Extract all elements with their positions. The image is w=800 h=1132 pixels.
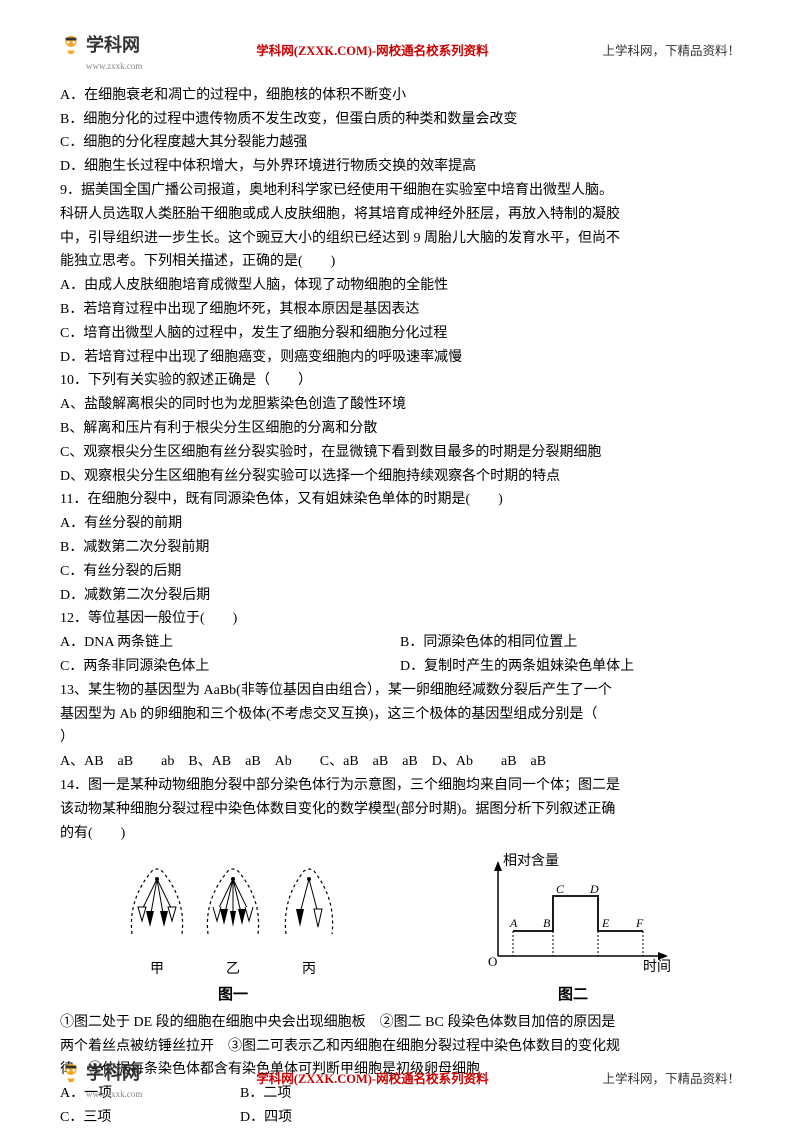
y-axis-label: 相对含量 [503,853,559,869]
q9-stem-3: 中，引导组织进一步生长。这个豌豆大小的组织已经达到 9 周胎儿大脑的发育水平，但… [60,227,740,251]
q14-stem-3: 的有( ) [60,822,740,846]
q12-optB: B．同源染色体的相同位置上 [400,631,740,655]
q9-stem-2: 科研人员选取人类胚胎干细胞或成人皮肤细胞，将其培育成神经外胚层，再放入特制的凝胶 [60,203,740,227]
q10-optD: D、观察根尖分生区细胞有丝分裂实验可以选择一个细胞持续观察各个时期的特点 [60,465,740,489]
logo-icon [60,34,82,56]
svg-text:C: C [556,882,565,896]
footer-logo-text: 学科网 [86,1058,140,1089]
q10-stem: 10．下列有关实验的叙述正确是（ ） [60,369,740,393]
footer-logo: 学科网 www.zxxk.com [60,1058,142,1102]
q12-optC: C．两条非同源染色体上 [60,655,400,679]
q8-optB: B．细胞分化的过程中遗传物质不发生改变，但蛋白质的种类和数量会改变 [60,108,740,132]
q12-optD: D．复制时产生的两条姐妹染色单体上 [400,655,740,679]
footer-center-text: 学科网(ZXXK.COM)-网校通名校系列资料 [142,1069,602,1090]
footer-logo-url: www.zxxk.com [86,1087,142,1102]
svg-text:F: F [635,916,644,930]
cell-bing-label: 丙 [274,958,344,982]
q9-optA: A．由成人皮肤细胞培育成微型人脑，体现了动物细胞的全能性 [60,274,740,298]
svg-text:A: A [509,916,518,930]
figure-two: 相对含量 时间 O A B C D E F 图二 [468,851,678,1009]
cell-jia-icon [122,859,192,949]
figure-two-label: 图二 [558,983,588,1009]
q11-stem: 11．在细胞分裂中，既有同源染色体，又有姐妹染色单体的时期是( ) [60,488,740,512]
q14-optC: C．三项 [60,1106,240,1130]
logo-text: 学科网 [86,30,140,61]
cell-yi-icon [198,859,268,949]
q11-optD: D．减数第二次分裂后期 [60,584,740,608]
q14-stem-2: 该动物某种细胞分裂过程中染色体数目变化的数学模型(部分时期)。据图分析下列叙述正… [60,798,740,822]
svg-text:E: E [601,916,610,930]
q10-optA: A、盐酸解离根尖的同时也为龙胆紫染色创造了酸性环境 [60,393,740,417]
q12-stem: 12．等位基因一般位于( ) [60,607,740,631]
q9-stem-1: 9．据美国全国广播公司报道，奥地利科学家已经使用干细胞在实验室中培育出微型人脑。 [60,179,740,203]
svg-text:B: B [543,916,551,930]
q13-stem-3: ） [60,726,740,750]
page-content: A．在细胞衰老和凋亡的过程中，细胞核的体积不断变小 B．细胞分化的过程中遗传物质… [60,84,740,1130]
q9-optC: C．培育出微型人脑的过程中，发生了细胞分裂和细胞分化过程 [60,322,740,346]
q14-optD: D．四项 [240,1106,420,1130]
q9-optD: D．若培育过程中出现了细胞癌变，则癌变细胞内的呼吸速率减慢 [60,346,740,370]
logo: 学科网 www.zxxk.com [60,30,142,74]
logo-url: www.zxxk.com [86,59,142,74]
q13-stem-1: 13、某生物的基因型为 AaBb(非等位基因自由组合），某一卵细胞经减数分裂后产… [60,679,740,703]
q9-stem-4: 能独立思考。下列相关描述，正确的是( ) [60,250,740,274]
page-footer: 学科网 www.zxxk.com 学科网(ZXXK.COM)-网校通名校系列资料… [60,1058,740,1102]
q11-optC: C．有丝分裂的后期 [60,560,740,584]
header-center-text: 学科网(ZXXK.COM)-网校通名校系列资料 [142,41,602,62]
q9-optB: B．若培育过程中出现了细胞坏死，其根本原因是基因表达 [60,298,740,322]
chart-icon: 相对含量 时间 O A B C D E F [468,851,678,981]
figure-one-label: 图一 [218,983,248,1009]
q10-optB: B、解离和压片有利于根尖分生区细胞的分离和分散 [60,417,740,441]
header-right-text: 上学科网，下精品资料！ [602,41,740,62]
page-header: 学科网 www.zxxk.com 学科网(ZXXK.COM)-网校通名校系列资料… [60,30,740,74]
x-axis-label: 时间 [643,959,671,975]
q13-options: A、AB aB ab B、AB aB Ab C、aB aB aB D、Ab aB… [60,750,740,774]
cell-jia-label: 甲 [122,958,192,982]
figure-one: 甲 [122,859,344,1009]
footer-logo-icon [60,1062,82,1084]
cell-bing-icon [274,859,344,949]
footer-right-text: 上学科网，下精品资料！ [602,1069,740,1090]
q11-optB: B．减数第二次分裂前期 [60,536,740,560]
q14-stem-1: 14．图一是某种动物细胞分裂中部分染色体行为示意图，三个细胞均来自同一个体；图二… [60,774,740,798]
origin-label: O [488,954,497,969]
q8-optA: A．在细胞衰老和凋亡的过程中，细胞核的体积不断变小 [60,84,740,108]
q10-optC: C、观察根尖分生区细胞有丝分裂实验时，在显微镜下看到数目最多的时期是分裂期细胞 [60,441,740,465]
q14-choices-2: 两个着丝点被纺锤丝拉开 ③图二可表示乙和丙细胞在细胞分裂过程中染色体数目的变化规 [60,1035,740,1059]
q13-stem-2: 基因型为 Ab 的卵细胞和三个极体(不考虑交叉互换)，这三个极体的基因型组成分别… [60,703,740,727]
figures-row: 甲 [60,851,740,1009]
q8-optD: D．细胞生长过程中体积增大，与外界环境进行物质交换的效率提高 [60,155,740,179]
q8-optC: C．细胞的分化程度越大其分裂能力越强 [60,131,740,155]
q14-choices-1: ①图二处于 DE 段的细胞在细胞中央会出现细胞板 ②图二 BC 段染色体数目加倍… [60,1011,740,1035]
q11-optA: A．有丝分裂的前期 [60,512,740,536]
q12-optA: A．DNA 两条链上 [60,631,400,655]
cell-yi-label: 乙 [198,958,268,982]
svg-text:D: D [589,882,599,896]
